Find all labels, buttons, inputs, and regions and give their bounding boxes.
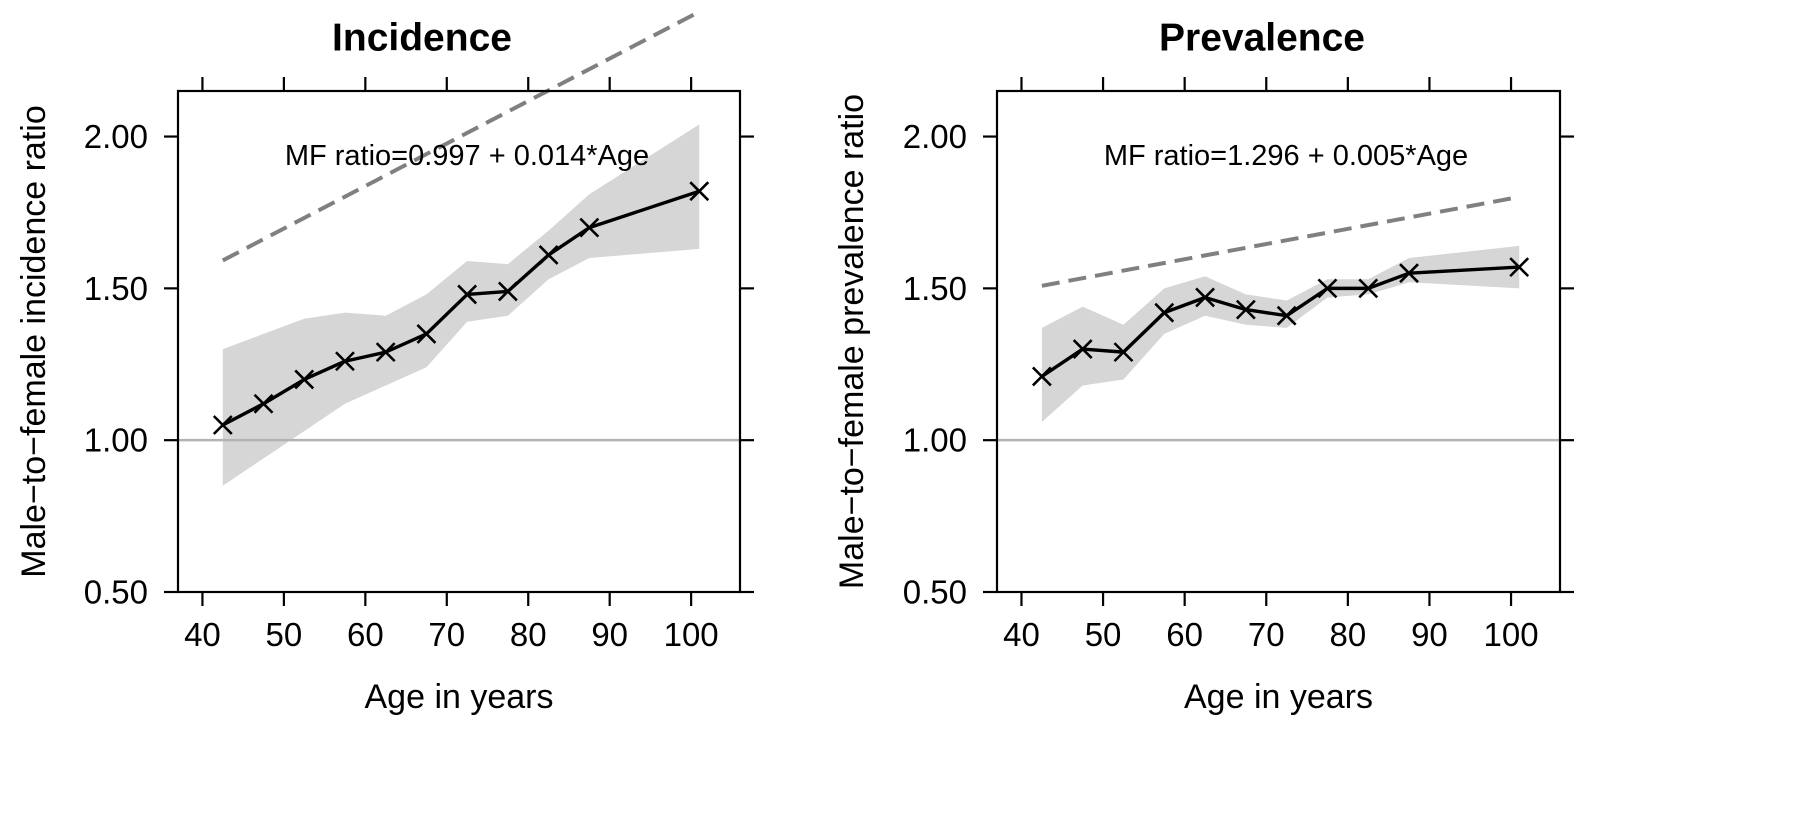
confidence-band — [1041, 245, 1520, 422]
y-tick-label: 1.00 — [903, 422, 967, 459]
regression-annotation: MF ratio=1.296 + 0.005*Age — [1104, 140, 1468, 172]
data-point-stroke — [579, 217, 600, 238]
chart-panel-1: 40 50 60 70 80 90 100 0.50 1.00 1.50 2.00 Incidence… — [15, 9, 754, 716]
data-point — [375, 342, 396, 363]
x-tick-label: 60 — [1166, 616, 1203, 653]
chart-panel-2: 40 50 60 70 80 90 100 0.50 1.00 1.50 2.00 Prevalenc… — [833, 17, 1574, 716]
y-tick-label: 1.50 — [903, 270, 967, 307]
data-point-stroke — [1399, 263, 1419, 284]
data-point — [1276, 305, 1297, 326]
data-point-stroke — [457, 284, 478, 305]
y-tick-label: 0.50 — [84, 574, 148, 611]
data-point — [335, 351, 355, 372]
x-tick-label: 70 — [428, 616, 465, 653]
data-point-stroke — [416, 323, 437, 344]
panel-title: Prevalence — [1159, 17, 1365, 60]
panel-title: Incidence — [332, 17, 512, 60]
data-point — [1113, 342, 1134, 363]
data-point — [689, 181, 710, 202]
data-point-stroke — [375, 342, 396, 363]
x-tick-label: 70 — [1248, 616, 1285, 653]
data-point-stroke — [294, 369, 315, 390]
y-axis-title: Male−to−female prevalence ratio — [833, 94, 871, 589]
data-point — [1072, 339, 1093, 360]
plot-frame — [995, 89, 1562, 594]
data-point-stroke — [1072, 339, 1093, 360]
x-tick-label: 50 — [1085, 616, 1122, 653]
data-point — [497, 281, 518, 302]
data-point — [1399, 263, 1419, 284]
data-point-stroke — [497, 281, 518, 302]
y-tick-label: 2.00 — [84, 118, 148, 155]
x-tick-label: 60 — [347, 616, 384, 653]
x-tick-label: 40 — [1003, 616, 1040, 653]
data-point-stroke — [335, 351, 355, 372]
data-point-stroke — [689, 181, 710, 202]
confidence-band — [222, 124, 700, 486]
x-tick-label: 100 — [1484, 616, 1539, 653]
data-point — [1195, 287, 1215, 308]
x-tick-label: 40 — [184, 616, 221, 653]
x-tick-label: 80 — [1329, 616, 1366, 653]
x-tick-label: 100 — [664, 616, 719, 653]
data-point-stroke — [1031, 366, 1052, 387]
fitted-trend-line — [221, 9, 701, 263]
x-tick-label: 90 — [1411, 616, 1448, 653]
data-point — [294, 369, 315, 390]
data-point — [579, 217, 600, 238]
data-point — [1509, 257, 1530, 278]
y-axis-title: Male−to−female incidence ratio — [15, 105, 53, 578]
y-tick-label: 1.50 — [84, 270, 148, 307]
data-point-stroke — [1509, 257, 1530, 278]
data-point — [1154, 302, 1175, 323]
y-tick-label: 0.50 — [903, 574, 967, 611]
regression-annotation: MF ratio=0.997 + 0.014*Age — [285, 140, 649, 172]
y-tick-label: 1.00 — [84, 422, 148, 459]
x-tick-label: 80 — [510, 616, 547, 653]
data-point — [416, 323, 437, 344]
data-point — [1031, 366, 1052, 387]
x-tick-label: 50 — [266, 616, 303, 653]
data-point — [253, 393, 274, 414]
x-tick-label: 90 — [591, 616, 628, 653]
data-point — [457, 284, 478, 305]
data-point — [1358, 278, 1379, 299]
data-point — [212, 415, 233, 435]
data-point-stroke — [212, 415, 233, 435]
data-point-stroke — [1154, 302, 1175, 323]
data-point-stroke — [253, 393, 274, 414]
y-tick-label: 2.00 — [903, 118, 967, 155]
data-point — [538, 245, 559, 265]
data-point-stroke — [1358, 278, 1379, 299]
x-axis-title: Age in years — [1184, 678, 1373, 716]
data-point-stroke — [1113, 342, 1134, 363]
data-point — [1317, 278, 1338, 299]
x-axis-title: Age in years — [365, 678, 554, 716]
data-point-stroke — [1276, 305, 1297, 326]
plot-frame — [176, 89, 742, 594]
data-point-stroke — [1195, 287, 1215, 308]
data-point-stroke — [538, 245, 559, 265]
data-point-stroke — [1235, 299, 1256, 320]
data-point — [1235, 299, 1256, 320]
data-point-stroke — [1317, 278, 1338, 299]
